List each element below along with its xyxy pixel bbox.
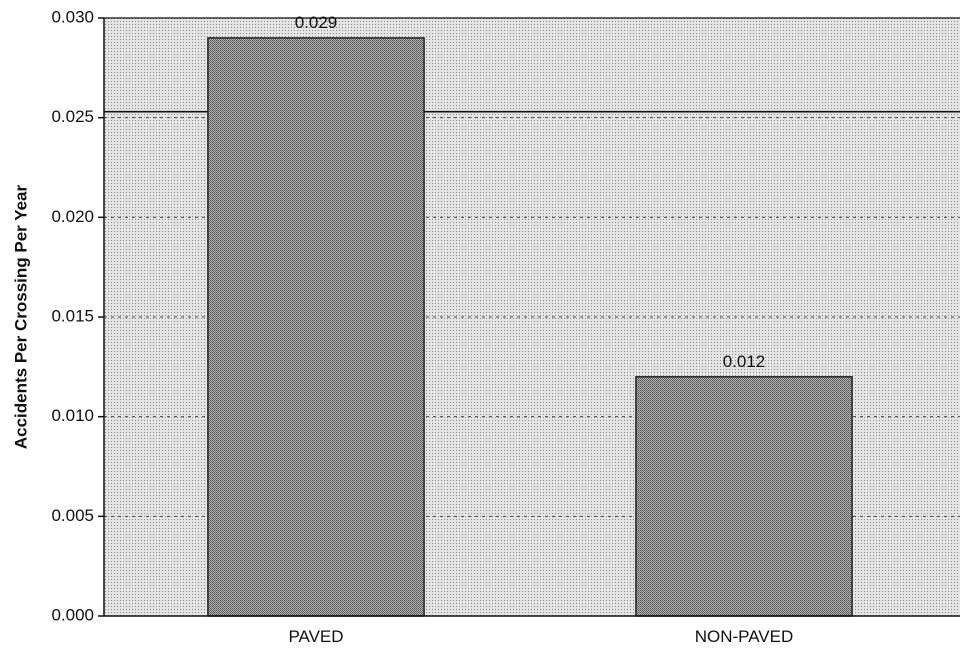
data-label: 0.012 bbox=[723, 352, 766, 371]
bar-non-paved bbox=[636, 377, 852, 616]
y-tick-label: 0.015 bbox=[51, 306, 94, 325]
y-axis-title: Accidents Per Crossing Per Year bbox=[11, 184, 30, 449]
y-tick-label: 0.020 bbox=[51, 207, 94, 226]
y-tick-label: 0.000 bbox=[51, 605, 94, 624]
x-tick-label: NON-PAVED bbox=[695, 627, 794, 646]
y-tick-label: 0.010 bbox=[51, 406, 94, 425]
bar-paved bbox=[208, 38, 424, 616]
data-label: 0.029 bbox=[295, 13, 338, 32]
y-ticks: 0.000 0.005 0.010 0.015 0.020 0.025 0.030 bbox=[51, 7, 104, 624]
y-tick-label: 0.030 bbox=[51, 7, 94, 26]
y-tick-label: 0.025 bbox=[51, 107, 94, 126]
y-tick-label: 0.005 bbox=[51, 506, 94, 525]
x-tick-label: PAVED bbox=[288, 627, 343, 646]
x-labels: PAVED NON-PAVED bbox=[288, 627, 793, 646]
